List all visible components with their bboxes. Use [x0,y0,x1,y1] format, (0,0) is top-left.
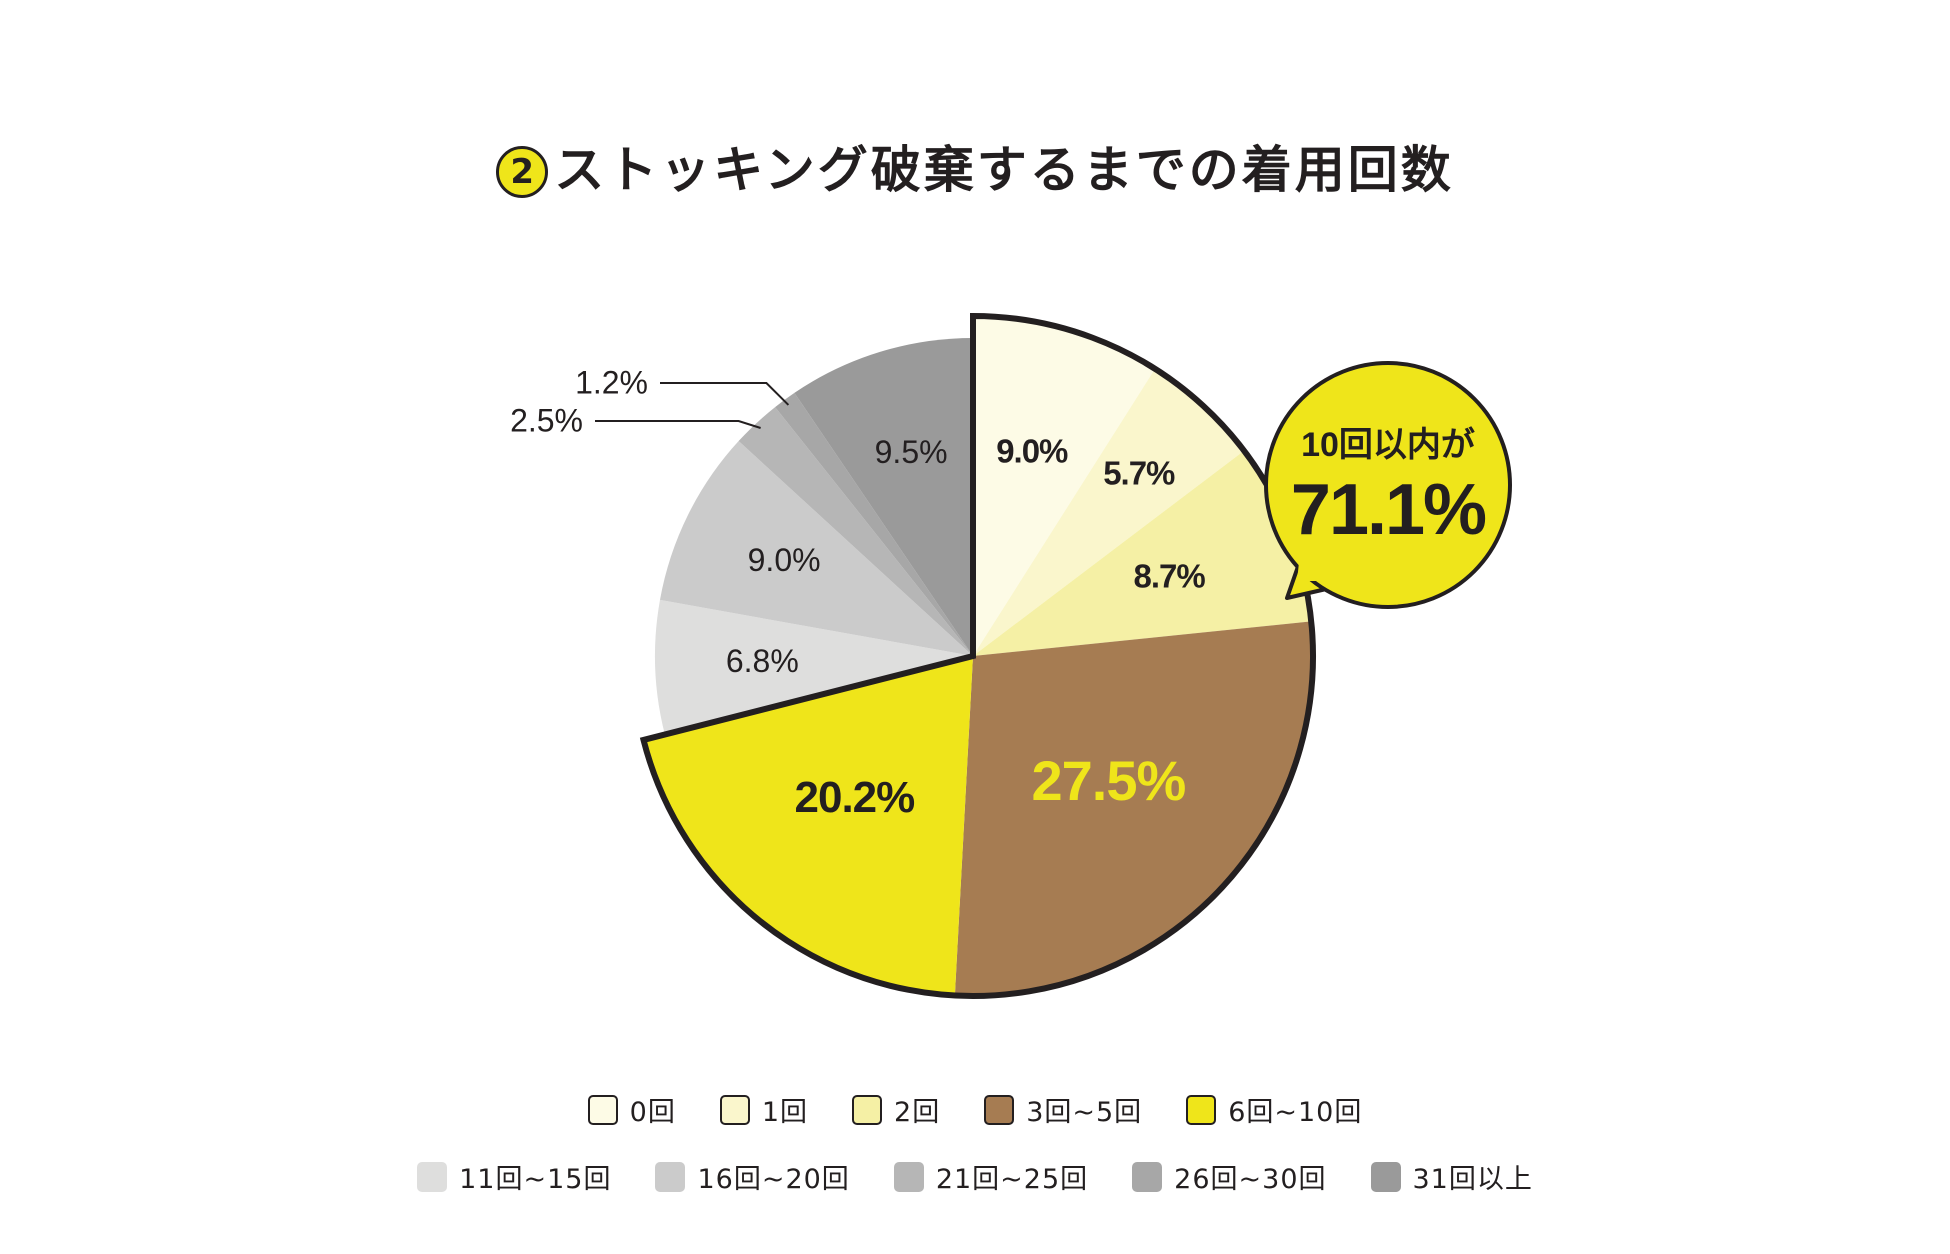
legend-label: 3回~5回 [1026,1097,1143,1128]
title-number-badge: 2 [496,146,549,198]
legend-swatch [984,1094,1015,1125]
pie-slices [639,312,1316,999]
pie-slice [643,656,973,996]
slice-value-label: 27.5% [1032,749,1186,812]
legend-swatch [655,1161,686,1192]
legend-item: 11回~15回 [417,1157,611,1196]
legend-label: 1回 [761,1097,809,1128]
legend-label: 0回 [629,1097,676,1128]
chart-title: 2 ストッキング破棄するまでの着用回数 [0,140,1950,200]
pie-slice [973,450,1312,656]
legend-label: 6回~10回 [1228,1097,1363,1128]
leader-line [595,420,761,429]
legend-label: 11回~15回 [459,1164,612,1195]
pie-slice [659,441,973,656]
legend-label: 26回~30回 [1174,1164,1327,1195]
legend-swatch [1370,1161,1401,1192]
legend-item: 1回 [719,1090,809,1129]
slice-value-label: 5.7% [1103,455,1175,492]
legend-item: 2回 [852,1090,940,1129]
pie-slice [655,599,973,735]
pie-slice [973,316,1156,656]
legend-label: 31回以上 [1412,1164,1533,1195]
legend-label: 21回~25回 [935,1164,1089,1195]
pie-slice [738,407,973,656]
slice-value-label: 6.8% [726,643,799,679]
slice-value-label: 9.0% [748,542,821,578]
legend-row-2: 11回~15回 16回~20回 21回~25回 26回~30回 31回以上 [0,1157,1950,1196]
legend-label: 2回 [894,1097,941,1128]
legend-item: 16回~20回 [655,1157,849,1196]
leader-line [660,382,790,406]
slice-value-label: 1.2% [575,364,648,400]
pie-slice [973,368,1245,656]
pie-slice [794,338,973,656]
legend-item: 31回以上 [1370,1157,1533,1196]
legend-swatch [852,1094,883,1125]
callout-line2: 71.1% [1291,470,1486,550]
legend-item: 21回~25回 [893,1157,1089,1196]
legend-swatch [893,1161,924,1192]
legend-swatch [719,1094,750,1125]
group-outline [639,312,1316,999]
legend-item: 26回~30回 [1132,1157,1326,1196]
slice-value-label: 2.5% [510,402,583,438]
value-labels: 9.0% 5.7% 8.7% 27.5% 20.2% 6.8% 9.0% 9.5% 2.5%1.… [510,364,1206,822]
slice-value-label: 20.2% [795,773,915,822]
legend-swatch [587,1094,618,1125]
legend-swatch [1132,1161,1163,1192]
legend-item: 3回~5回 [984,1090,1142,1129]
pie-slice [775,392,973,656]
callout-circle [1264,361,1512,609]
legend-item: 6回~10回 [1186,1090,1362,1129]
slice-value-label: 9.0% [996,432,1068,469]
legend-item: 0回 [587,1090,676,1129]
legend-row-1: 0回 1回 2回 3回~5回 6回~10回 [0,1090,1950,1129]
pie-slice [954,621,1313,997]
legend-label: 16回~20回 [697,1164,850,1195]
chart-title-text: ストッキング破棄するまでの着用回数 [554,141,1454,199]
slice-value-label: 8.7% [1133,558,1205,595]
callout-bubble: 10回以内が 71.1% [1264,361,1512,609]
legend-swatch [1186,1094,1217,1125]
legend-swatch [417,1161,448,1192]
callout-line1: 10回以内が [1301,426,1475,464]
slice-value-label: 9.5% [875,434,948,470]
callout-tail-cover [1297,553,1330,581]
